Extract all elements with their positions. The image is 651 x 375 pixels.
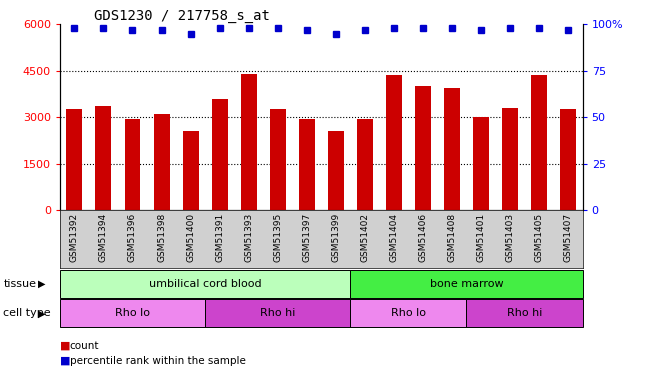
Bar [531,75,547,210]
Text: GSM51407: GSM51407 [564,213,573,262]
Text: ▶: ▶ [38,279,46,289]
Text: GSM51398: GSM51398 [157,213,166,262]
Text: umbilical cord blood: umbilical cord blood [149,279,262,289]
Text: GSM51395: GSM51395 [273,213,282,262]
Text: GSM51393: GSM51393 [244,213,253,262]
Text: bone marrow: bone marrow [430,279,503,289]
Bar [386,75,402,210]
Text: ▶: ▶ [38,308,46,318]
Text: Rho hi: Rho hi [507,308,542,318]
Bar [241,74,256,210]
Text: tissue: tissue [3,279,36,289]
Bar [124,119,141,210]
Bar [357,119,373,210]
Bar [205,299,350,327]
Bar [96,106,111,210]
Text: ■: ■ [60,356,70,366]
Bar [473,117,489,210]
Bar [560,110,576,210]
Bar [60,299,205,327]
Text: GSM51392: GSM51392 [70,213,79,262]
Text: percentile rank within the sample: percentile rank within the sample [70,356,245,366]
Bar [467,299,583,327]
Text: Rho hi: Rho hi [260,308,296,318]
Text: GSM51405: GSM51405 [534,213,544,262]
Bar [350,299,467,327]
Bar [415,86,431,210]
Text: GSM51397: GSM51397 [302,213,311,262]
Text: GSM51403: GSM51403 [506,213,514,262]
Bar [66,110,83,210]
Bar [270,110,286,210]
Bar [299,119,314,210]
Text: GSM51406: GSM51406 [419,213,428,262]
Bar [350,270,583,298]
Bar [154,114,169,210]
Bar [212,99,228,210]
Text: Rho lo: Rho lo [115,308,150,318]
Text: GSM51401: GSM51401 [477,213,486,262]
Text: GSM51408: GSM51408 [447,213,456,262]
Text: ■: ■ [60,341,70,351]
Text: GSM51396: GSM51396 [128,213,137,262]
Text: Rho lo: Rho lo [391,308,426,318]
Bar [444,88,460,210]
Text: GSM51404: GSM51404 [389,213,398,262]
Text: GSM51394: GSM51394 [99,213,108,262]
Text: count: count [70,341,99,351]
Text: GSM51402: GSM51402 [361,213,369,262]
Text: cell type: cell type [3,308,51,318]
Text: GDS1230 / 217758_s_at: GDS1230 / 217758_s_at [94,9,270,23]
Bar [502,108,518,210]
Text: GSM51400: GSM51400 [186,213,195,262]
Text: GSM51399: GSM51399 [331,213,340,262]
Bar [60,270,350,298]
Bar [182,131,199,210]
Bar [328,131,344,210]
Text: GSM51391: GSM51391 [215,213,224,262]
